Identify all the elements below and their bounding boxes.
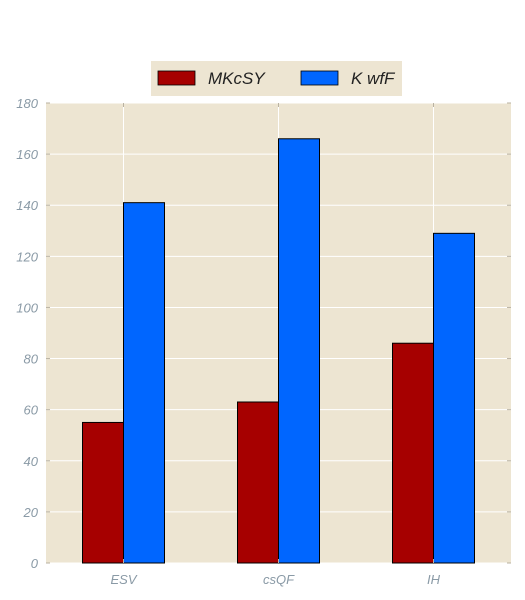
- y-tick-label: 80: [24, 352, 39, 367]
- bar-mkcsy-ih: [392, 342, 434, 564]
- y-tick-label: 120: [16, 249, 38, 264]
- y-tick-label: 160: [16, 147, 38, 162]
- y-tick-label: 40: [24, 454, 39, 469]
- y-tick-label: 20: [23, 505, 39, 520]
- legend-swatch-mkcsy: [157, 70, 196, 86]
- y-tick-label: 100: [16, 300, 38, 315]
- x-tick-label-ih: IH: [427, 572, 441, 587]
- legend: MKcSY K wfF: [151, 61, 402, 96]
- bar-kwff-esv: [123, 202, 165, 564]
- y-tick-label: 0: [31, 556, 39, 571]
- bar-kwff-ih: [433, 232, 475, 564]
- x-tick-label-csqf: csQF: [263, 572, 295, 587]
- x-axis: ESV csQF IH: [110, 103, 441, 587]
- y-tick-label: 60: [24, 403, 39, 418]
- bar-mkcsy-esv: [82, 421, 124, 564]
- bars-group: [82, 138, 475, 564]
- y-tick-label: 180: [16, 96, 38, 111]
- y-axis: 0 20 40 60 80 100 120 140 160 180: [16, 96, 511, 571]
- x-tick-label-esv: ESV: [110, 572, 137, 587]
- y-tick-label: 140: [16, 198, 38, 213]
- legend-swatch-kwff: [300, 70, 339, 86]
- legend-label-kwff: K wfF: [351, 69, 396, 88]
- bar-mkcsy-csqf: [237, 401, 279, 564]
- bar-kwff-csqf: [278, 138, 320, 564]
- legend-label-mkcsy: MKcSY: [208, 69, 266, 88]
